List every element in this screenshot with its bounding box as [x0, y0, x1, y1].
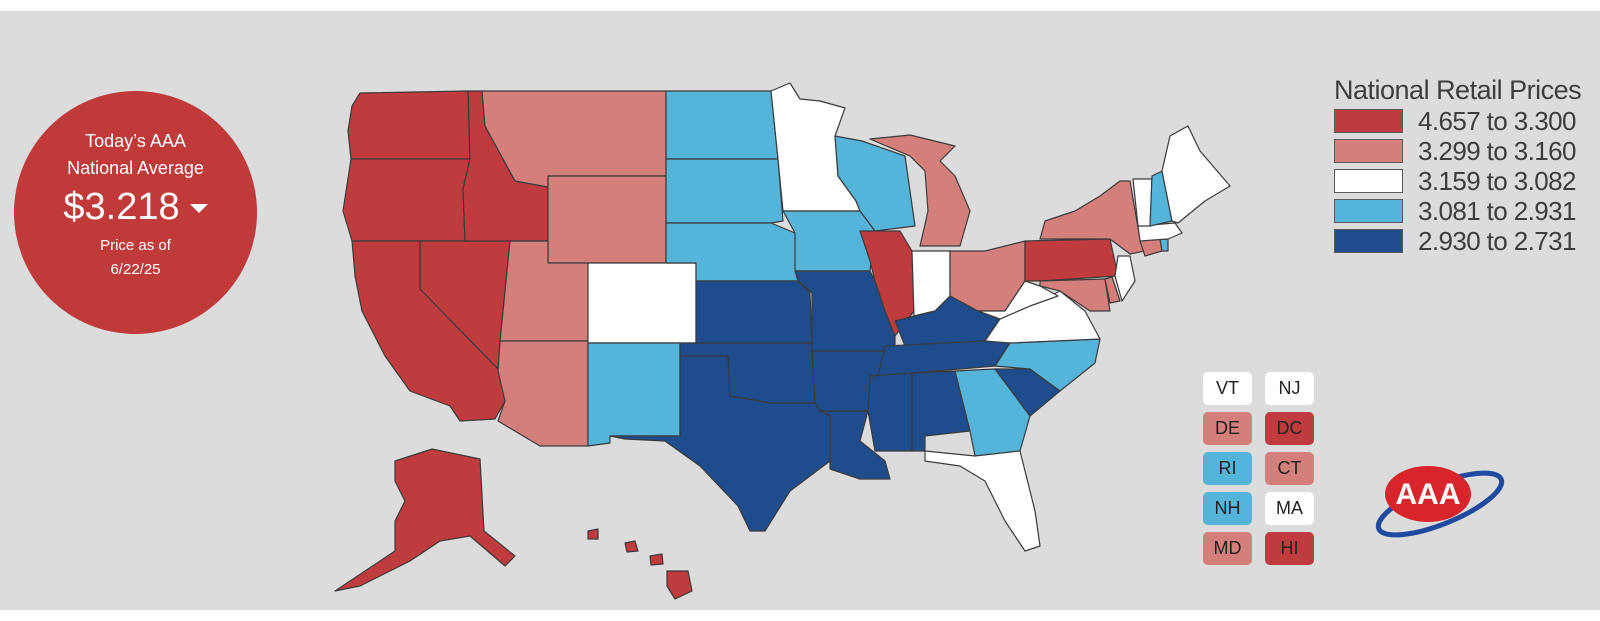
legend-swatch — [1334, 199, 1403, 223]
legend-range-label: 2.930 to 2.731 — [1418, 226, 1576, 256]
state-wv[interactable] — [977, 280, 1059, 320]
small-state-nh[interactable]: NH — [1203, 492, 1252, 525]
state-hi[interactable] — [587, 528, 693, 600]
small-state-vt[interactable]: VT — [1203, 372, 1252, 405]
badge-title-line1: Today’s AAA — [85, 131, 186, 151]
national-average-price: $3.218 — [14, 186, 257, 229]
state-fl[interactable] — [924, 450, 1041, 552]
legend-item: 3.299 to 3.160 — [1334, 136, 1600, 166]
legend-item: 2.930 to 2.731 — [1334, 226, 1600, 256]
legend-item: 3.159 to 3.082 — [1334, 166, 1600, 196]
legend-item: 3.081 to 2.931 — [1334, 196, 1600, 226]
state-nd[interactable] — [665, 90, 779, 160]
state-mi[interactable] — [869, 134, 971, 247]
small-state-de[interactable]: DE — [1203, 412, 1252, 445]
legend-item: 4.657 to 3.300 — [1334, 106, 1600, 136]
state-az[interactable] — [497, 340, 589, 447]
state-or[interactable] — [342, 158, 471, 242]
legend-rows: 4.657 to 3.300 3.299 to 3.160 3.159 to 3.0… — [1334, 106, 1600, 256]
legend-range-label: 3.159 to 3.082 — [1418, 166, 1576, 196]
state-la[interactable] — [819, 410, 891, 480]
state-sd[interactable] — [665, 158, 784, 224]
state-ma[interactable] — [1137, 222, 1183, 242]
state-tx[interactable] — [609, 355, 831, 532]
state-nj[interactable] — [1114, 255, 1136, 302]
price-value: $3.218 — [63, 186, 180, 228]
national-average-badge: Today’s AAA National Average $3.218 Pric… — [14, 91, 257, 334]
state-ak[interactable] — [334, 448, 516, 592]
state-il[interactable] — [859, 230, 915, 337]
legend-range-label: 4.657 to 3.300 — [1418, 106, 1576, 136]
small-state-md[interactable]: MD — [1203, 532, 1252, 565]
state-ia[interactable] — [782, 210, 876, 272]
small-state-ri[interactable]: RI — [1203, 452, 1252, 485]
legend-swatch — [1334, 139, 1403, 163]
badge-title-line2: National Average — [67, 158, 204, 178]
legend-swatch — [1334, 229, 1403, 253]
legend-swatch — [1334, 169, 1403, 193]
legend-swatch — [1334, 109, 1403, 133]
state-wy[interactable] — [547, 175, 667, 264]
small-state-ma[interactable]: MA — [1265, 492, 1314, 525]
logo-text: AAA — [1396, 478, 1461, 511]
us-price-map — [334, 82, 1231, 600]
map-panel: Today’s AAA National Average $3.218 Pric… — [0, 11, 1600, 610]
small-state-nj[interactable]: NJ — [1265, 372, 1314, 405]
state-nm[interactable] — [587, 342, 681, 447]
price-date: 6/22/25 — [110, 261, 161, 278]
state-ct[interactable] — [1139, 238, 1163, 257]
state-pa[interactable] — [1024, 238, 1119, 282]
legend-title: National Retail Prices — [1334, 75, 1582, 105]
state-ny[interactable] — [1039, 180, 1146, 255]
small-state-dc[interactable]: DC — [1265, 412, 1314, 445]
state-de[interactable] — [1104, 276, 1121, 304]
small-state-hi[interactable]: HI — [1265, 532, 1314, 565]
state-ks[interactable] — [695, 280, 813, 344]
small-state-ct[interactable]: CT — [1265, 452, 1314, 485]
state-ri[interactable] — [1159, 238, 1169, 252]
state-co[interactable] — [587, 262, 697, 344]
state-wa[interactable] — [347, 90, 471, 160]
aaa-logo-icon: AAA — [1375, 466, 1505, 538]
state-me[interactable] — [1161, 125, 1231, 224]
caret-down-icon — [189, 204, 208, 214]
legend: National Retail Prices 4.657 to 3.300 3.2… — [1334, 75, 1600, 256]
legend-range-label: 3.299 to 3.160 — [1418, 136, 1576, 166]
legend-range-label: 3.081 to 2.931 — [1418, 196, 1576, 226]
price-date-label: Price as of — [100, 237, 171, 254]
state-ms[interactable] — [867, 372, 913, 452]
